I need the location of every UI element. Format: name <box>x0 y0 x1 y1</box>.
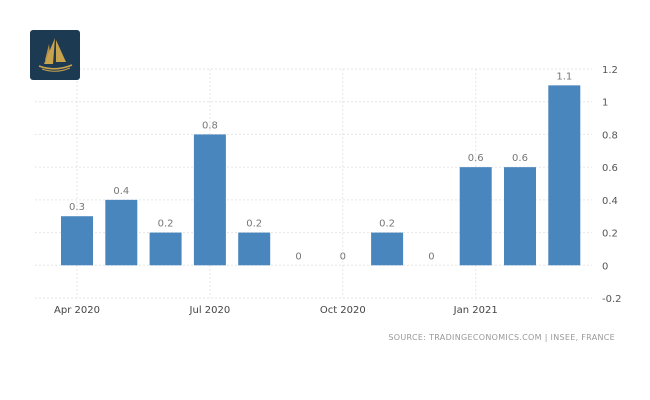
y-tick-label: 0.6 <box>602 163 618 174</box>
source-note: SOURCE: TRADINGECONOMICS.COM | INSEE, FR… <box>388 333 615 342</box>
x-tick-label: Jul 2020 <box>189 305 231 316</box>
bar <box>459 167 492 266</box>
x-tick-label: Oct 2020 <box>320 305 366 316</box>
y-tick-label: 1.2 <box>602 65 618 76</box>
data-label: 0.6 <box>512 153 528 164</box>
data-label: 1.1 <box>556 71 572 82</box>
bar <box>149 232 182 266</box>
y-tick-label: 0 <box>602 261 608 272</box>
data-label: 0.3 <box>69 202 85 213</box>
y-tick-label: 0.4 <box>602 196 618 207</box>
data-label: 0.8 <box>202 120 218 131</box>
bar <box>61 216 93 266</box>
bar <box>504 167 536 266</box>
y-tick-label: 0.2 <box>602 229 618 240</box>
bar <box>238 232 271 266</box>
data-label: 0 <box>340 251 346 262</box>
y-axis-tick-labels: -0.2 0 0.2 0.4 0.6 0.8 1 1.2 <box>602 65 622 305</box>
y-tick-label: 1 <box>602 98 608 109</box>
bar <box>105 199 138 266</box>
data-labels: 0.3 0.4 0.2 0.8 0.2 0 0 0.2 0 0.6 0.6 1.1 <box>69 71 572 262</box>
data-label: 0.2 <box>379 219 395 230</box>
bar <box>548 85 581 266</box>
data-label: 0.2 <box>158 219 174 230</box>
bars <box>61 85 581 266</box>
x-axis-tick-labels: Apr 2020 Jul 2020 Oct 2020 Jan 2021 <box>54 305 498 316</box>
bar <box>193 134 226 266</box>
data-label: 0.2 <box>246 219 262 230</box>
data-label: 0 <box>295 251 301 262</box>
x-tick-label: Apr 2020 <box>54 305 100 316</box>
y-tick-label: -0.2 <box>602 294 622 305</box>
data-label: 0.6 <box>468 153 484 164</box>
bar <box>371 232 404 266</box>
y-tick-label: 0.8 <box>602 130 618 141</box>
x-tick-label: Jan 2021 <box>453 305 498 316</box>
brand-logo <box>30 30 80 80</box>
data-label: 0.4 <box>113 186 129 197</box>
gold-ship-logo-icon <box>30 30 80 80</box>
data-label: 0 <box>428 251 434 262</box>
